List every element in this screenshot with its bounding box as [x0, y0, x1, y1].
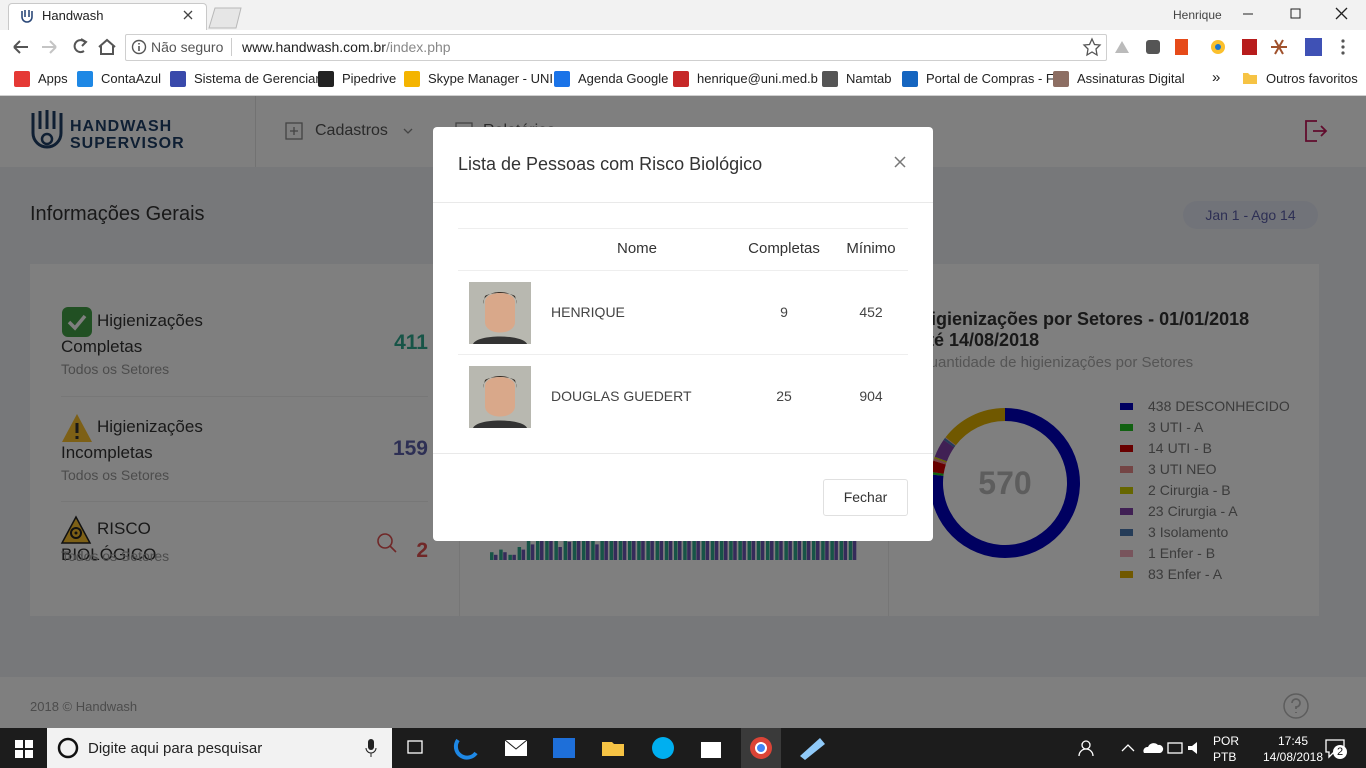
language-line: POR — [1213, 734, 1240, 748]
person-name: HENRIQUE — [551, 304, 625, 320]
language-line: PTB — [1213, 750, 1237, 764]
bookmark[interactable]: Pipedrive — [342, 71, 397, 86]
taskbar-apps[interactable] — [405, 736, 835, 762]
tab-close[interactable] — [183, 10, 193, 20]
person-minimo: 452 — [859, 304, 883, 320]
folder-icon — [1243, 73, 1257, 84]
modal-title: Lista de Pessoas com Risco Biológico — [458, 154, 763, 174]
separator — [433, 202, 933, 203]
person-completas: 25 — [776, 388, 792, 404]
start-button[interactable] — [15, 740, 33, 758]
bookmark[interactable]: Assinaturas Digital — [1077, 71, 1185, 86]
url-host: www.handwash.com.br — [242, 39, 386, 55]
person-photo — [469, 366, 531, 428]
bookmark-icon — [170, 71, 186, 87]
bookmark-icon — [554, 71, 570, 87]
modal-close[interactable] — [894, 156, 906, 168]
table-border — [458, 270, 908, 271]
bookmark-icon — [1053, 71, 1069, 87]
photo-face — [485, 293, 515, 333]
new-tab[interactable] — [208, 6, 244, 30]
bookmark[interactable]: Agenda Google — [578, 71, 669, 86]
close-button[interactable]: Fechar — [823, 479, 908, 516]
separator — [433, 453, 933, 454]
bookmark[interactable]: Portal de Compras - F — [926, 71, 1054, 86]
person-minimo: 904 — [859, 388, 883, 404]
date: 14/08/2018 — [1262, 750, 1324, 764]
security-label: Não seguro — [151, 39, 224, 55]
cortana-icon — [57, 737, 79, 759]
row-border — [458, 354, 908, 355]
photo-shirt — [473, 336, 527, 344]
bookmark-icon — [404, 71, 420, 87]
search-placeholder: Digite aqui para pesquisar — [88, 740, 263, 757]
bookmark[interactable]: Namtab — [846, 71, 892, 86]
photo-face — [485, 377, 515, 417]
column-header: Mínimo — [846, 240, 896, 257]
extension-icons — [1082, 37, 1345, 57]
profile-name[interactable]: Henrique — [1173, 8, 1222, 22]
bookmark-icon — [77, 71, 93, 87]
address-bar[interactable] — [125, 34, 1107, 61]
bookmark-icon — [673, 71, 689, 87]
bookmark[interactable]: ContaAzul — [101, 71, 161, 86]
bookmark-icon — [14, 71, 30, 87]
bookmark[interactable]: Apps — [38, 71, 68, 86]
search-box[interactable] — [47, 728, 392, 768]
window-controls[interactable] — [1243, 7, 1353, 22]
bookmark[interactable]: henrique@uni.med.b — [697, 71, 818, 86]
mic-icon — [365, 739, 377, 757]
url: www.handwash.com.br/index.php — [242, 39, 451, 55]
bookmark[interactable]: Skype Manager - UNI — [428, 71, 553, 86]
separator — [231, 38, 232, 56]
column-header: Nome — [616, 240, 657, 257]
nav-buttons[interactable] — [12, 38, 122, 56]
bookmark-icon — [822, 71, 838, 87]
bookmarks-more[interactable]: » — [1212, 69, 1221, 86]
clock[interactable]: 17:45 14/08/2018 — [1258, 733, 1328, 765]
table-border — [458, 228, 908, 229]
notification-count: 2 — [1333, 745, 1347, 759]
photo-shirt — [473, 420, 527, 428]
other-bookmarks[interactable]: Outros favoritos — [1266, 71, 1358, 86]
person-name: DOUGLAS GUEDERT — [551, 388, 692, 404]
person-photo — [469, 282, 531, 344]
bookmarks-bar — [0, 63, 1366, 96]
bookmark-icon — [318, 71, 334, 87]
bookmark-icon — [902, 71, 918, 87]
url-path: /index.php — [385, 39, 451, 55]
security-icon[interactable] — [131, 39, 147, 55]
notification-icon[interactable] — [1325, 739, 1347, 759]
tray-icons — [1078, 740, 1197, 757]
person-completas: 9 — [780, 304, 788, 320]
language[interactable]: POR PTB — [1213, 733, 1239, 765]
tab-title: Handwash — [42, 8, 104, 23]
column-header: Completas — [748, 240, 820, 257]
tab-favicon — [21, 10, 33, 23]
time: 17:45 — [1277, 734, 1309, 748]
browser-tab[interactable] — [8, 3, 207, 31]
bookmark[interactable]: Sistema de Gerenciar — [194, 71, 320, 86]
